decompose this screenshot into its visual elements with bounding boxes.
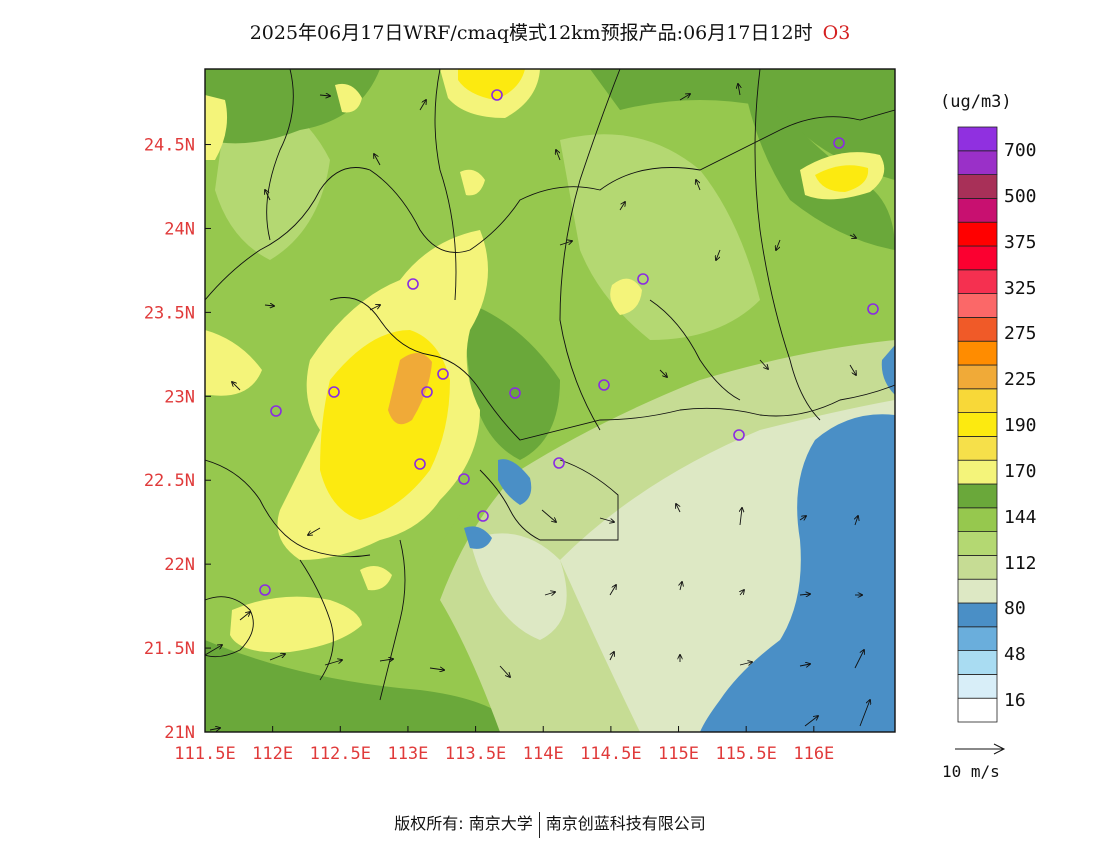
colorbar-segment bbox=[957, 650, 998, 675]
colorbar-segment bbox=[957, 602, 998, 628]
colorbar-segment bbox=[957, 150, 998, 176]
colorbar-label: 170 bbox=[1004, 460, 1037, 482]
lon-tick-label: 112E bbox=[252, 744, 293, 764]
site-markers bbox=[259, 89, 879, 596]
colorbar-segment bbox=[957, 578, 998, 604]
lon-tick-label: 111.5E bbox=[174, 744, 235, 764]
colorbar-segment bbox=[957, 269, 998, 294]
lat-tick-label: 22.5N bbox=[144, 471, 195, 491]
colorbar-segment bbox=[957, 412, 998, 437]
colorbar-segment bbox=[957, 531, 998, 556]
vector-scale-arrow bbox=[955, 743, 1006, 755]
lat-tick-label: 23.5N bbox=[144, 303, 195, 323]
lon-tick-label: 112.5E bbox=[310, 744, 371, 764]
colorbar-label: 500 bbox=[1004, 185, 1037, 207]
colorbar-segment bbox=[957, 174, 998, 199]
copyright-footer: 版权所有: 南京大学 南京创蓝科技有限公司 bbox=[0, 810, 1100, 838]
colorbar-label: 225 bbox=[1004, 369, 1037, 391]
colorbar-segment bbox=[957, 626, 998, 651]
colorbar-label: 16 bbox=[1004, 690, 1026, 711]
species-label: O3 bbox=[822, 22, 851, 44]
latitude-axis: 24.5N 24N 23.5N 23N 22.5N 22N 21.5N 21N bbox=[144, 136, 211, 743]
lon-tick-label: 115E bbox=[658, 744, 699, 764]
wind-vectors bbox=[205, 84, 870, 730]
colorbar-segment bbox=[957, 364, 998, 390]
lon-tick-label: 113.5E bbox=[445, 744, 506, 764]
lon-tick-label: 115.5E bbox=[715, 744, 776, 764]
colorbar-segment bbox=[957, 435, 998, 461]
vector-scale-label: 10 m/s bbox=[942, 762, 1000, 781]
lon-tick-label: 114E bbox=[523, 744, 564, 764]
colorbar-segment bbox=[957, 221, 998, 247]
title-text: 2025年06月17日WRF/cmaq模式12km预报产品:06月17日12时 bbox=[249, 22, 813, 44]
colorbar-segment bbox=[957, 197, 998, 223]
lon-tick-label: 114.5E bbox=[580, 744, 641, 764]
colorbar-label: 325 bbox=[1004, 277, 1037, 299]
colorbar-segment bbox=[957, 555, 998, 580]
lat-tick-label: 22N bbox=[164, 555, 195, 575]
footer-divider bbox=[538, 811, 540, 838]
concentration-field bbox=[205, 69, 895, 732]
lat-tick-label: 24.5N bbox=[144, 136, 195, 156]
colorbar-label: 112 bbox=[1004, 552, 1037, 574]
colorbar-label: 700 bbox=[1004, 140, 1037, 161]
colorbar-segment bbox=[957, 245, 998, 271]
colorbar-segment bbox=[957, 697, 998, 723]
colorbar bbox=[957, 126, 998, 723]
longitude-axis: 111.5E 112E 112.5E 113E 113.5E 114E 114.5E 115E… bbox=[174, 726, 834, 764]
map-frame bbox=[204, 68, 896, 733]
colorbar-segment bbox=[957, 507, 998, 532]
colorbar-label: 275 bbox=[1004, 323, 1037, 345]
colorbar-label: 190 bbox=[1004, 415, 1037, 436]
colorbar-segment bbox=[957, 674, 998, 699]
map-title: 2025年06月17日WRF/cmaq模式12km预报产品:06月17日12时 O… bbox=[0, 18, 1100, 45]
copyright-right: 南京创蓝科技有限公司 bbox=[545, 814, 706, 833]
colorbar-segment bbox=[957, 459, 998, 485]
colorbar-segment bbox=[957, 483, 998, 509]
colorbar-segment bbox=[957, 126, 998, 152]
lat-tick-label: 21N bbox=[164, 723, 195, 743]
colorbar-label: 48 bbox=[1004, 644, 1026, 666]
copyright-left: 版权所有: 南京大学 bbox=[394, 814, 533, 833]
lat-tick-label: 21.5N bbox=[144, 639, 195, 659]
lon-tick-label: 113E bbox=[387, 744, 428, 764]
lon-tick-label: 116E bbox=[793, 744, 834, 764]
colorbar-unit: (ug/m3) bbox=[940, 92, 1012, 112]
colorbar-label: 80 bbox=[1004, 598, 1026, 620]
colorbar-label: 144 bbox=[1004, 506, 1037, 528]
lat-tick-label: 23N bbox=[164, 387, 195, 407]
colorbar-segment bbox=[957, 293, 998, 318]
colorbar-segment bbox=[957, 388, 998, 413]
lat-tick-label: 24N bbox=[164, 219, 195, 239]
colorbar-segment bbox=[957, 316, 998, 342]
colorbar-segment bbox=[957, 340, 998, 366]
colorbar-label: 375 bbox=[1004, 231, 1037, 253]
